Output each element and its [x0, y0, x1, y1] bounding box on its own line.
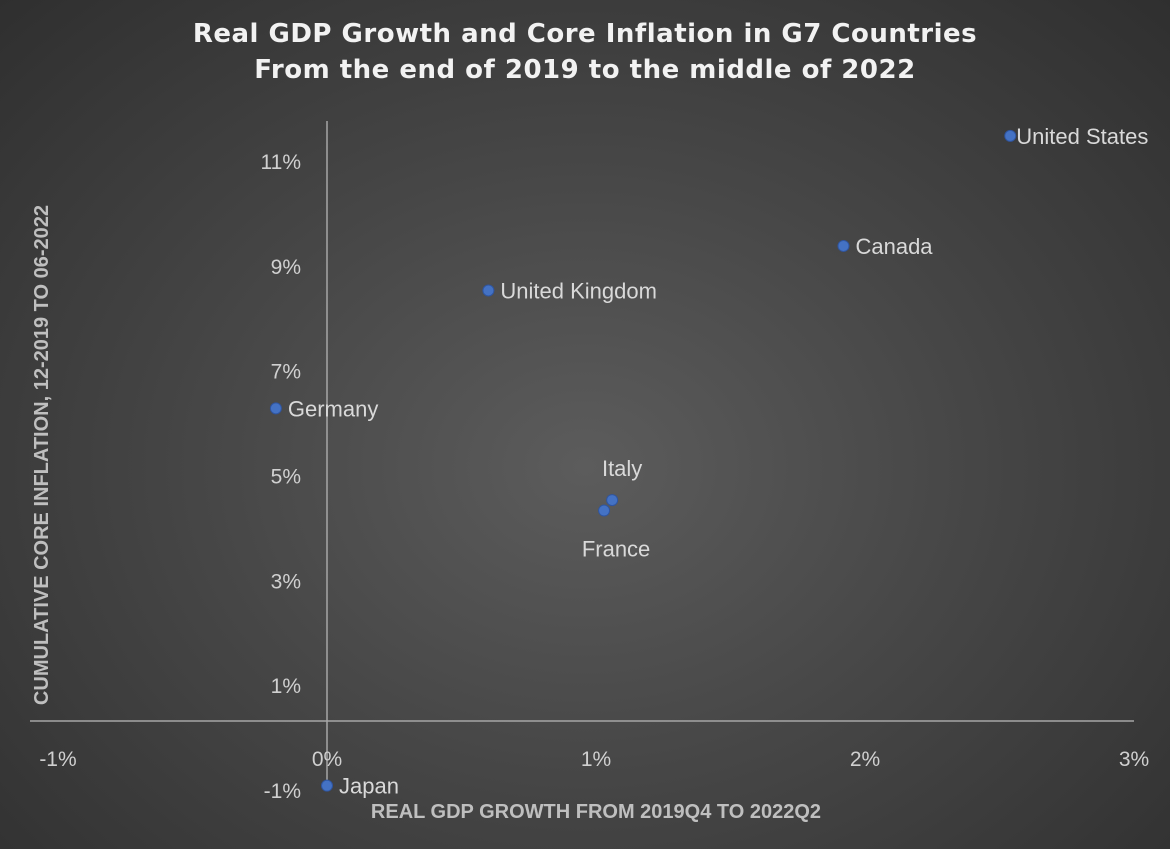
data-point[interactable]: [269, 402, 282, 415]
y-tick-label: 5%: [271, 466, 301, 489]
x-axis-title: REAL GDP GROWTH FROM 2019Q4 TO 2022Q2: [371, 801, 821, 823]
x-tick-label: 2%: [850, 748, 880, 771]
y-axis-title: CUMULATIVE CORE INFLATION, 12-2019 TO 06…: [31, 205, 53, 705]
x-tick-label: 3%: [1119, 748, 1149, 771]
y-tick-label: 1%: [271, 675, 301, 698]
y-tick-label: 7%: [271, 361, 301, 384]
x-tick-label: 0%: [312, 748, 342, 771]
data-point-group: Germany: [269, 396, 378, 421]
data-point[interactable]: [321, 779, 333, 792]
data-point-label: Italy: [602, 456, 642, 481]
chart-subtitle: From the end of 2019 to the middle of 20…: [254, 55, 916, 85]
y-tick-label: 3%: [271, 570, 301, 593]
data-point-group: United States: [1004, 124, 1148, 149]
y-tick-label: 9%: [271, 256, 301, 279]
x-tick-label: -1%: [39, 748, 76, 771]
chart-title: Real GDP Growth and Core Inflation in G7…: [0, 16, 1170, 88]
x-tick-label: 1%: [581, 748, 611, 771]
data-point-group: Canada: [837, 234, 933, 259]
data-point-label: United Kingdom: [500, 278, 657, 303]
data-point[interactable]: [1004, 129, 1017, 142]
data-point[interactable]: [482, 284, 495, 297]
data-point-label: Germany: [288, 396, 378, 421]
data-point-label: Canada: [855, 234, 933, 259]
data-point-group: France: [582, 504, 650, 562]
y-tick-label: -1%: [264, 780, 301, 803]
data-point-label: France: [582, 537, 650, 562]
data-point[interactable]: [598, 504, 611, 517]
data-point[interactable]: [606, 494, 619, 507]
data-point-group: Japan: [321, 774, 399, 799]
chart-title-line: Real GDP Growth and Core Inflation in G7…: [192, 19, 978, 49]
data-point-label: United States: [1016, 124, 1148, 149]
data-point-group: Italy: [602, 456, 642, 507]
data-point-group: United Kingdom: [482, 278, 657, 303]
data-point[interactable]: [837, 239, 850, 252]
data-point-label: Japan: [339, 774, 399, 799]
y-tick-label: 11%: [261, 151, 301, 174]
